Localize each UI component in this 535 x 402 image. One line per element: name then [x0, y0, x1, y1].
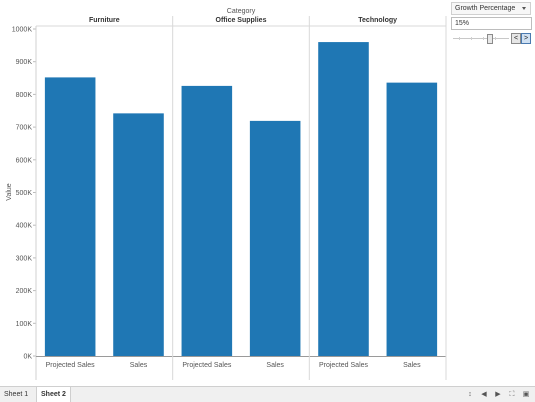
chart-area: Category Value 0K 100K 200K 300K 400K 500K 600K 7…: [6, 8, 447, 380]
category-title: Category: [227, 8, 256, 15]
panel-header: Office Supplies: [216, 17, 267, 24]
sheet-tab-bar: Sheet 1 Sheet 2 ↕ ◀ ▶ ⛶ ▣: [0, 386, 535, 402]
y-tick-label: 700K: [16, 125, 33, 132]
step-previous-button[interactable]: <: [511, 33, 521, 44]
bar-chart: Category Value 0K 100K 200K 300K 400K 500K 600K 7…: [6, 8, 447, 380]
y-tick-label: 300K: [16, 255, 33, 262]
parameter-header[interactable]: Growth Percentage: [451, 2, 531, 15]
parameter-value-input[interactable]: 15%: [451, 17, 532, 30]
parameter-control: Growth Percentage 15% < >: [451, 2, 532, 44]
slider-tick: [495, 37, 496, 40]
chevron-left-icon: <: [513, 35, 519, 42]
parameter-title: Growth Percentage: [455, 5, 516, 12]
fit-icon[interactable]: ⛶: [509, 391, 515, 398]
x-tick-label: Projected Sales: [182, 362, 232, 369]
bar: [249, 120, 301, 357]
tab-sheet-2[interactable]: Sheet 2: [36, 387, 71, 402]
slider-thumb[interactable]: [487, 34, 494, 44]
presentation-icon[interactable]: ▣: [522, 391, 530, 398]
step-next-button[interactable]: >: [521, 33, 531, 44]
next-icon[interactable]: ▶: [495, 391, 501, 398]
x-tick-label: Sales: [266, 362, 284, 369]
parameter-slider-row: < >: [451, 32, 531, 44]
sort-icon[interactable]: ↕: [468, 391, 472, 398]
chevron-right-icon: >: [523, 35, 529, 42]
y-tick-label: 0K: [23, 354, 32, 361]
y-tick-label: 100K: [16, 321, 33, 328]
y-tick-label: 600K: [16, 157, 33, 164]
slider-tick: [471, 37, 472, 40]
bar: [386, 82, 438, 357]
dropdown-caret-icon[interactable]: [522, 7, 526, 10]
bar: [181, 85, 233, 356]
slider-track[interactable]: [453, 38, 509, 39]
x-tick-label: Sales: [403, 362, 421, 369]
x-tick-label: Projected Sales: [319, 362, 369, 369]
y-tick-label: 500K: [16, 190, 33, 197]
bar: [44, 77, 96, 357]
slider-tick: [459, 37, 460, 40]
bar: [113, 113, 164, 356]
prev-icon[interactable]: ◀: [481, 391, 487, 398]
panel-header: Furniture: [89, 17, 120, 24]
bar: [318, 42, 369, 357]
y-tick-label: 400K: [16, 223, 33, 230]
tab-sheet-1[interactable]: Sheet 1: [4, 391, 29, 398]
y-tick-label: 900K: [16, 59, 33, 66]
y-tick-label: 800K: [16, 92, 33, 99]
panel-header: Technology: [358, 17, 397, 24]
x-tick-label: Sales: [130, 362, 148, 369]
x-tick-label: Projected Sales: [46, 362, 96, 369]
slider-tick: [483, 37, 484, 40]
y-axis-label: Value: [6, 183, 13, 200]
y-tick-label: 1000K: [12, 27, 33, 34]
y-tick-label: 200K: [16, 288, 33, 295]
